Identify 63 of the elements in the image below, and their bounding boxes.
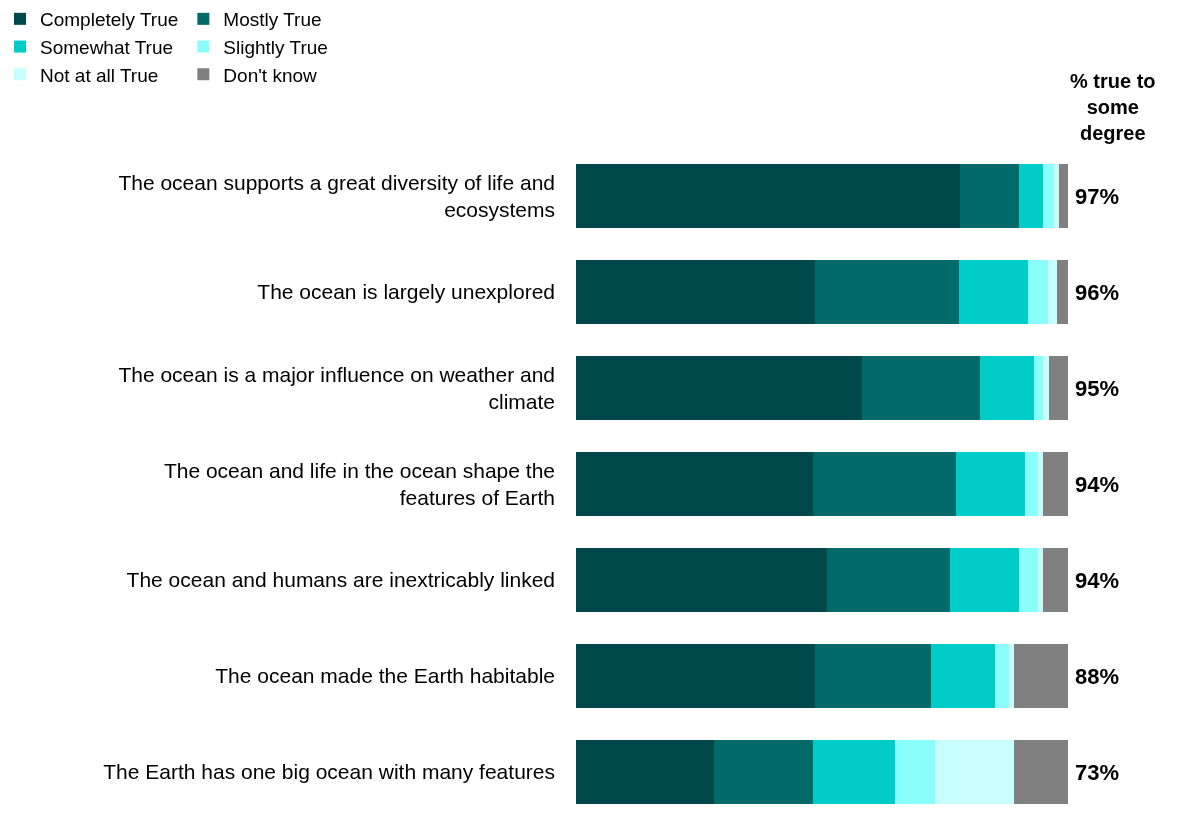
bar (714, 740, 813, 804)
y-tick-label: The ocean supports a great diversity of life and ecosystems (118, 170, 555, 221)
text: 94% (1075, 472, 1120, 497)
bar (1033, 356, 1044, 420)
bar (1053, 164, 1059, 228)
bar (1048, 260, 1058, 324)
bar (955, 452, 1025, 516)
bar (1028, 260, 1049, 324)
bar (576, 164, 961, 228)
y-tick-label: The ocean and humans are inextricably linked (126, 568, 555, 592)
bar (979, 356, 1034, 420)
legend-label: Completely True (40, 9, 179, 31)
legend-label: Slightly True (223, 36, 328, 58)
bar (815, 644, 932, 708)
text: 88% (1075, 664, 1120, 689)
bar (576, 548, 828, 612)
y-tick-label: The ocean is largely unexplored (257, 280, 555, 304)
text: 96% (1075, 280, 1120, 305)
bar (1038, 548, 1044, 612)
bar (935, 740, 1014, 804)
bar (815, 260, 960, 324)
legend-label: Mostly True (223, 9, 322, 31)
bar (1019, 548, 1039, 612)
bar (949, 548, 1020, 612)
bar (862, 356, 980, 420)
legend-label: Don't know (223, 64, 318, 86)
text: 73% (1075, 760, 1120, 785)
bar (960, 164, 1020, 228)
y-tick-label: The ocean is a major influence on weather and climate (118, 362, 555, 413)
bar (1043, 548, 1068, 612)
bar (576, 260, 816, 324)
bar (576, 740, 715, 804)
bar (1009, 644, 1015, 708)
bar (1038, 452, 1044, 516)
bar (895, 740, 936, 804)
bar (1043, 164, 1054, 228)
text: 97% (1075, 184, 1120, 209)
legend-label: Not at all True (40, 64, 159, 86)
bar (1019, 164, 1044, 228)
bar (1013, 740, 1068, 804)
bar (812, 740, 896, 804)
bar (576, 452, 813, 516)
bar (1014, 644, 1068, 708)
y-tick-label: The ocean made the Earth habitable (215, 664, 555, 688)
bar (1043, 452, 1068, 516)
bar (995, 644, 1010, 708)
bar (931, 644, 996, 708)
text: 95% (1075, 376, 1120, 401)
bar (1043, 356, 1049, 420)
bar (827, 548, 950, 612)
bar (576, 356, 863, 420)
legend-label: Somewhat True (40, 36, 174, 58)
y-tick-label: The Earth has one big ocean with many features (103, 760, 555, 784)
bar (812, 452, 956, 516)
text: % true to some degree (1070, 70, 1156, 144)
bar (1024, 452, 1039, 516)
y-tick-label: The ocean and life in the ocean shape the features of Earth (163, 458, 555, 509)
bar (1058, 164, 1068, 228)
bar (576, 644, 816, 708)
bar (959, 260, 1029, 324)
bar (1057, 260, 1068, 324)
text: 94% (1075, 568, 1120, 593)
bar (1048, 356, 1068, 420)
